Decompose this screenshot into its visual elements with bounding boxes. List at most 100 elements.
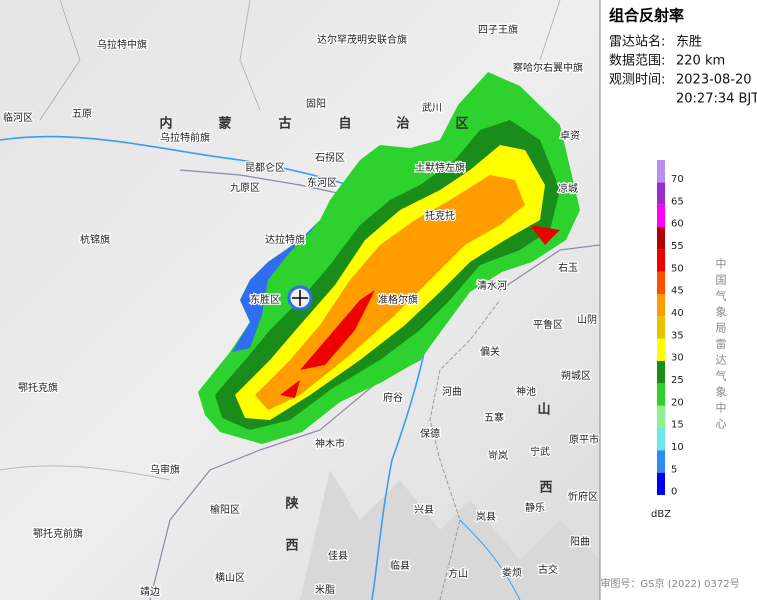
place-label: 卓资 xyxy=(560,130,580,142)
place-label: 阳曲 xyxy=(570,536,590,548)
place-label: 五原 xyxy=(72,108,92,120)
place-label: 岢岚 xyxy=(488,450,508,462)
title: 组合反射率 xyxy=(609,7,684,25)
echo xyxy=(232,222,318,352)
place-label: 横山区 xyxy=(215,571,245,584)
place-label: 山阴 xyxy=(577,314,597,326)
place-label: 神木市 xyxy=(315,437,345,450)
place-label: 托克托 xyxy=(425,209,455,222)
place-label: 榆阳区 xyxy=(210,503,240,516)
hills xyxy=(300,470,600,600)
legend: 0 5 10 15 20 25 30 35 40 45 50 55 60 65 70 dBZ xyxy=(651,160,684,520)
legend-color xyxy=(657,204,665,227)
place-label: 土默特左旗 xyxy=(415,161,465,174)
agency: 中国气象局雷达气象中心 xyxy=(714,258,727,434)
place-label: 乌审旗 xyxy=(150,463,180,476)
info-value: 2023-08-20 xyxy=(676,73,752,88)
place-label: 自 xyxy=(338,116,351,132)
legend-color xyxy=(657,271,665,294)
legend-color xyxy=(657,294,665,317)
place-label: 鄂托克旗 xyxy=(18,381,58,394)
place-label: 鄂托克前旗 xyxy=(33,527,83,540)
legend-color xyxy=(657,316,665,339)
legend-tick-label: 0 xyxy=(671,487,677,498)
place-label: 靖边 xyxy=(140,585,160,598)
place-label: 西 xyxy=(285,539,298,554)
legend-tick-label: 45 xyxy=(671,286,684,297)
place-label: 蒙 xyxy=(218,116,231,132)
legend-tick-label: 60 xyxy=(671,219,684,230)
place-label: 乌拉特中旗 xyxy=(97,38,147,51)
legend-tick-label: 25 xyxy=(671,375,684,386)
legend-color xyxy=(657,249,665,272)
legend-color xyxy=(657,361,665,384)
info-value: 20:27:34 BJT xyxy=(676,92,757,107)
legend-tick-label: 40 xyxy=(671,308,684,319)
place-label: 临县 xyxy=(390,559,410,572)
place-label: 神池 xyxy=(516,385,536,398)
legend-tick-label: 30 xyxy=(671,353,684,364)
legend-tick-label: 10 xyxy=(671,442,684,453)
place-label: 米脂 xyxy=(315,583,335,596)
place-label: 方山 xyxy=(448,567,468,580)
place-label: 临河区 xyxy=(3,111,33,124)
radar-site-cross xyxy=(292,290,308,306)
place-label: 山 xyxy=(537,402,550,418)
place-label: 东河区 xyxy=(307,176,337,189)
legend-tick-label: 50 xyxy=(671,263,684,274)
place-label: 清水河 xyxy=(477,279,507,292)
place-label: 五寨 xyxy=(484,411,504,424)
place-label: 东胜区 xyxy=(250,293,280,306)
approval: 审图号：GS京 (2022) 0372号 xyxy=(600,577,739,590)
boundary xyxy=(0,0,561,481)
legend-color xyxy=(657,472,665,495)
legend-tick-label: 15 xyxy=(671,420,684,431)
info-label: 观测时间: xyxy=(609,73,665,88)
place-label: 昆都仑区 xyxy=(245,161,285,174)
legend-tick-label: 55 xyxy=(671,241,684,252)
place-label: 右玉 xyxy=(558,261,578,274)
legend-tick-label: 35 xyxy=(671,330,684,341)
boundary xyxy=(429,299,501,600)
place-label: 岚县 xyxy=(476,511,496,523)
place-label: 乌拉特前旗 xyxy=(160,131,210,144)
place-label: 保德 xyxy=(420,427,440,440)
place-label: 偏关 xyxy=(480,345,500,358)
place-label: 准格尔旗 xyxy=(378,293,418,306)
place-label: 静乐 xyxy=(525,501,545,514)
legend-color xyxy=(657,383,665,406)
place-label: 内 xyxy=(159,116,172,132)
place-label: 凉城 xyxy=(558,182,578,195)
place-label: 武川 xyxy=(422,101,442,114)
legend-tick-label: 70 xyxy=(671,174,684,185)
legend-tick-label: 5 xyxy=(671,464,677,475)
legend-tick-label: 20 xyxy=(671,397,684,408)
place-label: 达尔罕茂明安联合旗 xyxy=(317,33,407,46)
river xyxy=(459,519,521,600)
place-label: 西 xyxy=(539,481,552,496)
place-label: 河曲 xyxy=(442,386,462,398)
place-label: 古 xyxy=(278,116,291,132)
place-label: 娄烦 xyxy=(502,566,522,579)
legend-color xyxy=(657,182,665,205)
info-label: 雷达站名: xyxy=(609,34,665,50)
place-label: 九原区 xyxy=(230,182,260,194)
place-label: 佳县 xyxy=(328,549,348,562)
info-panel xyxy=(600,0,757,600)
legend-tick-label: 65 xyxy=(671,196,684,207)
place-label: 察哈尔右翼中旗 xyxy=(513,61,583,74)
place-label: 杭锦旗 xyxy=(80,233,110,246)
place-label: 平鲁区 xyxy=(533,318,563,331)
place-label: 兴县 xyxy=(414,504,434,516)
place-label: 石拐区 xyxy=(315,151,345,164)
legend-color xyxy=(657,227,665,250)
place-label: 陕 xyxy=(285,496,299,512)
place-label: 古交 xyxy=(538,563,558,576)
legend-color xyxy=(657,405,665,428)
legend-color xyxy=(657,338,665,361)
legend-color xyxy=(657,160,665,183)
place-label: 区 xyxy=(455,117,468,132)
place-label: 宁武 xyxy=(530,445,550,458)
